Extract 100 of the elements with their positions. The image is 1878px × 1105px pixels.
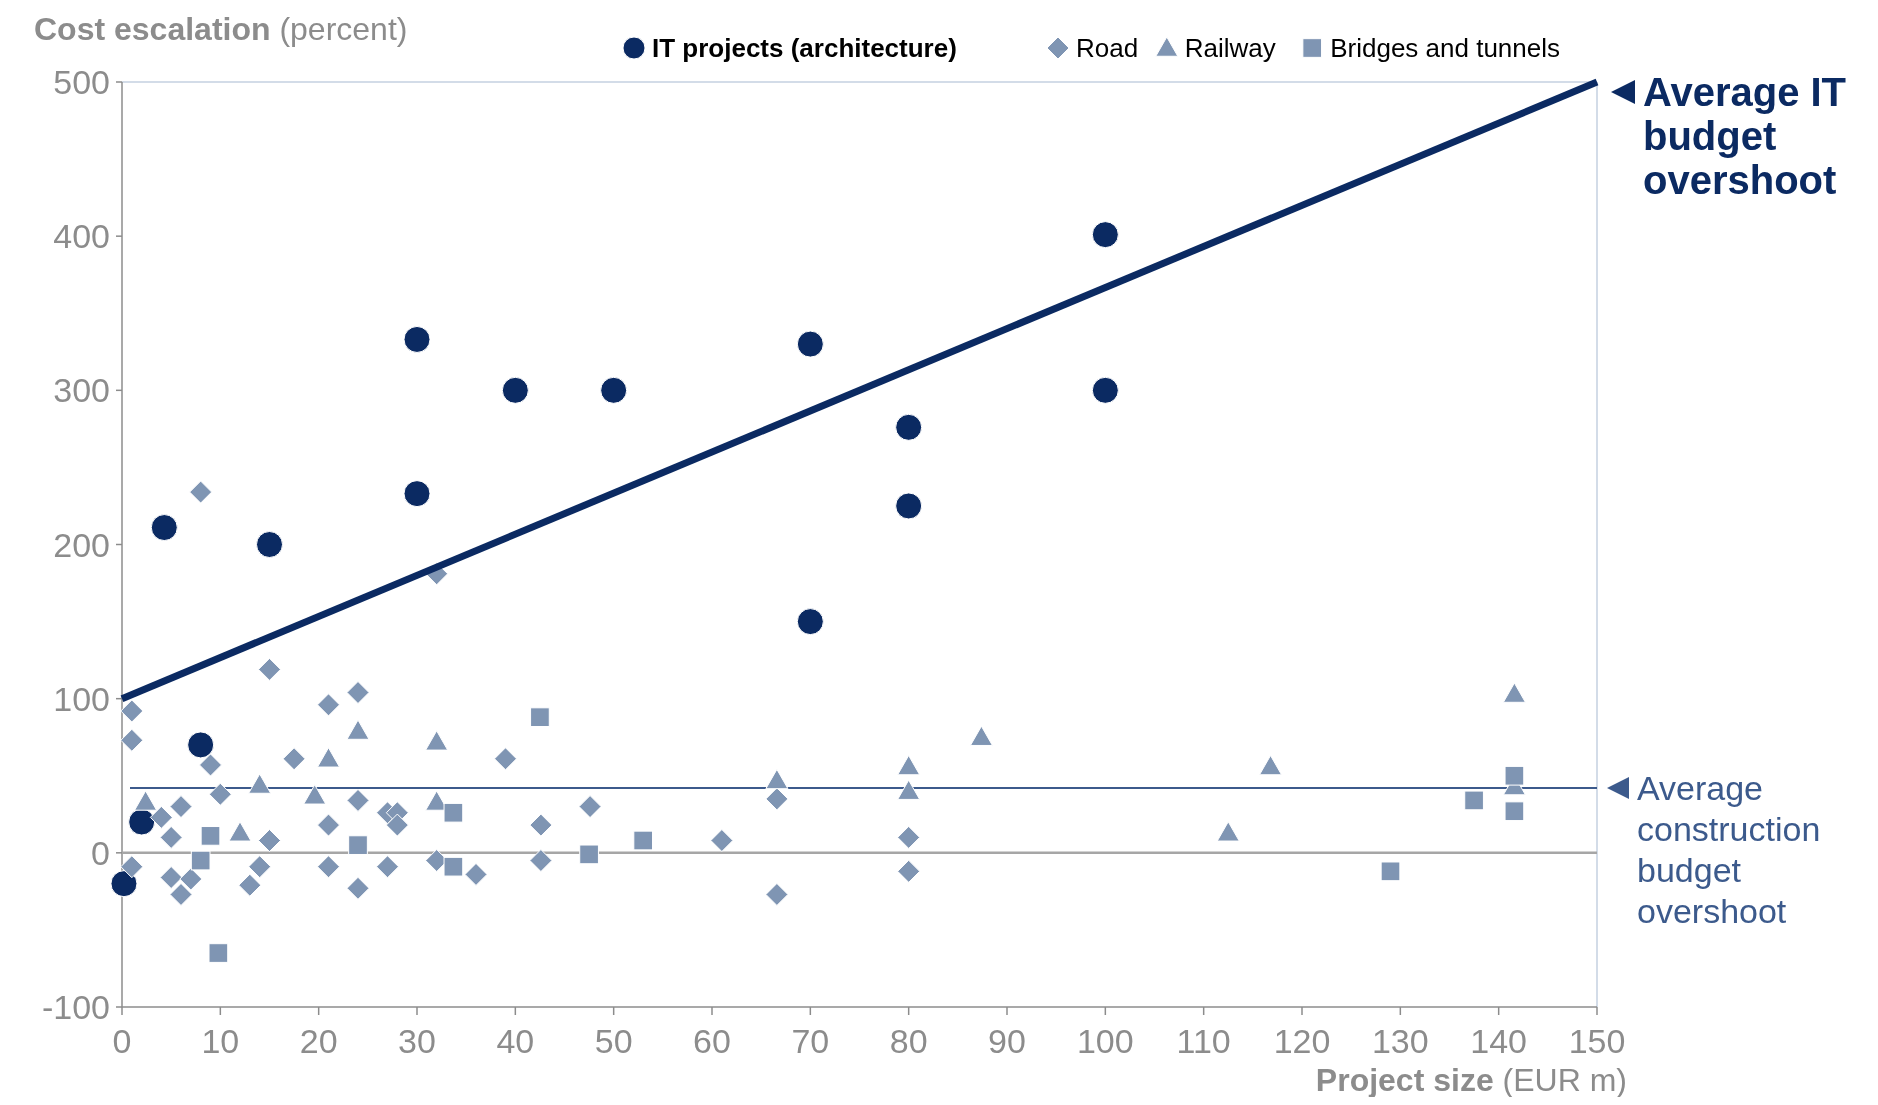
point	[317, 855, 340, 879]
point	[710, 829, 734, 852]
point	[1216, 821, 1240, 842]
point	[128, 808, 156, 836]
point	[199, 753, 222, 777]
point	[120, 728, 144, 752]
point	[134, 790, 158, 811]
x-axis-title: Project size (EUR m)	[1315, 1062, 1627, 1098]
point	[317, 747, 340, 768]
x-tick-label: 70	[791, 1022, 830, 1060]
point	[633, 830, 654, 851]
point	[796, 608, 824, 636]
x-tick-label: 90	[988, 1022, 1026, 1060]
legend-label: Average IT budget overshoot	[1643, 70, 1847, 202]
x-tick-label: 120	[1273, 1022, 1331, 1060]
point	[897, 825, 921, 849]
x-tick-label: 20	[299, 1022, 338, 1060]
point	[169, 795, 193, 819]
point	[282, 747, 306, 771]
point	[403, 480, 431, 508]
point	[348, 835, 368, 855]
point	[578, 795, 602, 819]
legend-label: Bridges and tunnels	[1330, 33, 1561, 63]
point	[346, 681, 370, 704]
x-tick-label: 10	[201, 1022, 240, 1060]
point	[303, 784, 327, 805]
point	[796, 330, 824, 358]
x-tick-label: 60	[693, 1022, 731, 1060]
point	[895, 492, 923, 520]
point	[464, 862, 488, 886]
x-tick-label: 150	[1568, 1022, 1626, 1060]
y-tick-label: 100	[53, 679, 110, 718]
point	[208, 943, 229, 963]
point	[1504, 765, 1525, 786]
point	[897, 755, 921, 776]
point	[1091, 376, 1119, 404]
point	[346, 719, 370, 740]
x-tick-label: 130	[1371, 1022, 1429, 1060]
point	[150, 514, 178, 542]
x-tick-label: 140	[1470, 1022, 1528, 1060]
point	[765, 882, 789, 906]
point	[403, 325, 431, 353]
point	[494, 747, 517, 771]
point	[969, 725, 993, 746]
point	[317, 693, 340, 717]
point	[200, 826, 221, 846]
point	[238, 873, 262, 897]
point	[346, 876, 370, 900]
point	[190, 850, 211, 871]
point	[187, 731, 215, 759]
point	[1504, 801, 1525, 822]
point	[579, 844, 599, 865]
point	[385, 813, 409, 837]
x-tick-label: 50	[594, 1022, 633, 1060]
point	[376, 855, 399, 879]
point	[1502, 682, 1526, 703]
point	[897, 859, 921, 883]
point	[110, 870, 138, 898]
point	[248, 855, 272, 879]
point	[529, 849, 553, 873]
point	[443, 802, 464, 823]
x-tick-label: 30	[398, 1022, 436, 1060]
x-tick-label: 40	[496, 1022, 535, 1060]
point	[169, 882, 193, 906]
point	[501, 376, 529, 404]
point	[120, 855, 144, 879]
point	[258, 657, 281, 681]
point	[159, 866, 183, 889]
point	[1380, 861, 1401, 882]
point	[120, 699, 144, 723]
point	[208, 782, 232, 806]
point	[897, 779, 921, 800]
point	[149, 805, 173, 829]
point	[600, 376, 628, 404]
point	[228, 821, 252, 842]
point	[256, 531, 283, 558]
point	[346, 788, 370, 812]
legend-label: Road	[1076, 33, 1139, 63]
point	[443, 856, 464, 877]
y-tick-label: 200	[53, 525, 110, 564]
legend-label: IT projects (architecture)	[652, 33, 957, 63]
point	[179, 867, 203, 891]
point	[1464, 790, 1484, 811]
legend-label: Average construction budget overshoot	[1637, 769, 1821, 931]
y-tick-label: -100	[41, 988, 110, 1026]
point	[425, 730, 449, 751]
point	[1259, 755, 1283, 776]
y-tick-label: 500	[53, 63, 110, 101]
point	[530, 707, 550, 728]
y-axis-title: Cost escalation (percent)	[34, 11, 408, 47]
legend-label: Railway	[1184, 33, 1276, 63]
point	[258, 829, 281, 852]
point	[895, 413, 923, 441]
point	[248, 773, 272, 794]
x-tick-label: 110	[1176, 1022, 1231, 1060]
point	[1091, 221, 1119, 249]
point	[765, 787, 789, 811]
point	[317, 813, 340, 837]
y-tick-label: 0	[91, 833, 110, 872]
x-tick-label: 80	[889, 1022, 928, 1060]
